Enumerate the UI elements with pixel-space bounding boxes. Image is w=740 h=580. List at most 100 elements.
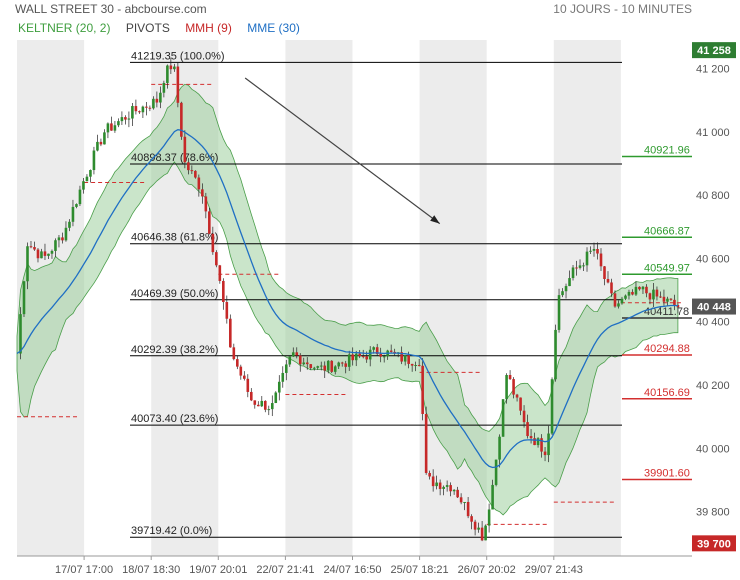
- candle: [134, 106, 138, 112]
- candle: [554, 329, 557, 380]
- candle: [466, 501, 470, 517]
- candle: [424, 413, 428, 473]
- candle: [169, 65, 173, 70]
- candle: [529, 436, 533, 439]
- candle: [222, 280, 225, 303]
- candle: [354, 353, 358, 361]
- candle: [515, 394, 519, 398]
- candle: [519, 397, 522, 411]
- pivot-level-label: 40666.87: [644, 225, 690, 237]
- candle: [155, 98, 159, 103]
- candle: [403, 355, 407, 362]
- candle: [173, 66, 176, 70]
- candle: [85, 176, 89, 182]
- candle: [550, 379, 554, 434]
- candle: [323, 365, 327, 371]
- legend-mmh[interactable]: MMH (9): [185, 21, 232, 35]
- x-tick-label: 29/07 21:43: [525, 564, 583, 576]
- candle: [442, 486, 445, 489]
- candle: [281, 372, 285, 382]
- legend-pivots[interactable]: PIVOTS: [125, 21, 170, 35]
- candle: [68, 221, 71, 228]
- candle: [389, 350, 393, 352]
- legend-mme[interactable]: MME (30): [247, 21, 300, 35]
- candle: [89, 170, 92, 177]
- candle: [138, 111, 141, 113]
- x-tick-label: 18/07 18:30: [122, 564, 180, 576]
- candle: [267, 409, 271, 411]
- candle: [190, 170, 194, 172]
- candle: [218, 265, 222, 281]
- candle: [124, 117, 127, 120]
- candle: [208, 211, 211, 234]
- keltner-channel: [16, 83, 679, 516]
- legend-keltner[interactable]: KELTNER (20, 2): [18, 21, 111, 35]
- candle: [187, 162, 190, 171]
- candle: [631, 291, 634, 295]
- candle: [99, 141, 103, 145]
- candle: [417, 365, 421, 367]
- mme-line: [16, 129, 678, 469]
- x-tick-label: 17/07 17:00: [55, 564, 113, 576]
- pivot-level-label: 40294.88: [644, 343, 690, 355]
- candle: [330, 360, 334, 372]
- x-tick-label: 24/07 16:50: [323, 564, 381, 576]
- candle: [54, 240, 57, 251]
- candle: [603, 266, 606, 280]
- candle: [431, 476, 435, 487]
- candle: [641, 286, 645, 290]
- candle: [428, 472, 431, 477]
- candle: [459, 497, 463, 503]
- candle: [113, 125, 117, 131]
- candle: [445, 485, 449, 487]
- candle: [204, 196, 208, 212]
- candle: [596, 249, 599, 254]
- candle: [201, 189, 204, 197]
- fib-level-label: 40898.37 (78.6%): [131, 152, 218, 164]
- x-tick-label: 22/07 21:41: [256, 564, 314, 576]
- candle: [634, 286, 638, 295]
- x-tick-label: 25/07 18:21: [391, 564, 449, 576]
- candle: [166, 65, 169, 83]
- candle: [613, 293, 617, 307]
- candle: [298, 355, 302, 365]
- candle: [533, 438, 536, 446]
- candle: [484, 525, 487, 541]
- candle: [61, 237, 64, 241]
- candle: [103, 132, 106, 145]
- candle: [491, 484, 494, 510]
- candle: [589, 250, 592, 252]
- candle: [249, 391, 253, 401]
- candle: [673, 299, 676, 305]
- candle: [494, 459, 498, 485]
- candle: [78, 189, 82, 205]
- candle: [29, 246, 33, 248]
- candle: [617, 303, 620, 307]
- candle: [145, 106, 148, 108]
- candle: [522, 410, 526, 423]
- candle: [256, 404, 260, 407]
- candle: [263, 400, 267, 410]
- candle: [627, 291, 631, 296]
- candle: [92, 150, 96, 171]
- candle: [117, 121, 120, 126]
- candle: [312, 367, 316, 369]
- candle: [456, 489, 459, 498]
- candle: [152, 98, 155, 109]
- candle: [131, 106, 134, 119]
- candle: [379, 353, 382, 357]
- candle: [543, 451, 547, 456]
- candle: [575, 267, 578, 269]
- candle: [536, 438, 540, 446]
- candle: [652, 289, 655, 300]
- candle: [106, 123, 110, 133]
- candle: [340, 362, 344, 364]
- candle: [470, 516, 473, 522]
- candle: [162, 82, 166, 93]
- candle: [368, 349, 372, 360]
- period-label[interactable]: 10 JOURS - 10 MINUTES: [553, 2, 692, 16]
- candle: [662, 296, 666, 302]
- current-price-badge-label: 40 448: [697, 302, 731, 314]
- high-price-badge: [692, 42, 736, 59]
